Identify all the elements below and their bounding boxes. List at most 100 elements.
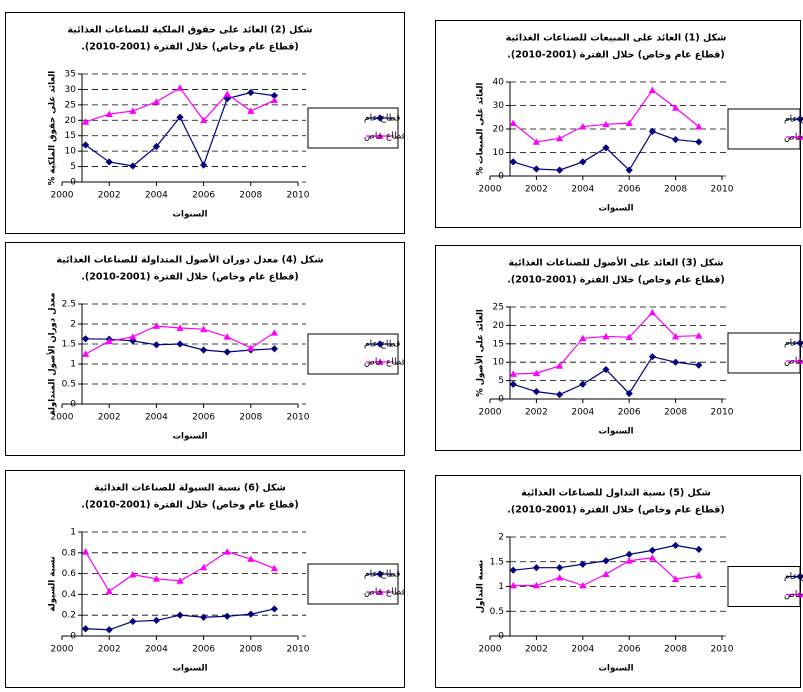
marker xyxy=(625,557,633,564)
x-tick-label: 2004 xyxy=(571,185,594,195)
legend-label: قطاع خاص xyxy=(364,588,406,598)
marker xyxy=(532,581,540,589)
marker xyxy=(223,612,231,620)
legend-label: قطاع خاص xyxy=(784,133,803,143)
x-tick-label: 2002 xyxy=(525,645,548,655)
marker xyxy=(270,96,278,104)
x-tick-label: 2004 xyxy=(145,413,168,423)
x-tick-label: 2002 xyxy=(525,185,548,195)
legend-label: قطاع خاص xyxy=(364,132,406,142)
x-tick-label: 2006 xyxy=(618,645,641,655)
marker xyxy=(200,161,208,169)
x-tick-label: 2008 xyxy=(239,645,262,655)
marker xyxy=(152,575,160,582)
marker xyxy=(648,554,656,561)
marker xyxy=(247,344,255,351)
marker xyxy=(247,555,255,562)
x-tick-label: 2006 xyxy=(192,191,215,201)
y-tick-label: 1 xyxy=(70,360,76,370)
chart-title: شكل (2) العائد على حقوق الملكية للصناعات… xyxy=(68,25,313,36)
x-axis-label: السنوات xyxy=(598,204,633,214)
marker xyxy=(625,550,633,558)
marker xyxy=(532,165,540,173)
x-tick-label: 2010 xyxy=(287,191,310,201)
marker xyxy=(625,166,633,174)
chart: شكل (1) العائد على المبيعات للصناعات الغ… xyxy=(435,20,803,228)
marker xyxy=(223,548,231,555)
marker xyxy=(579,334,587,342)
x-tick-label: 2004 xyxy=(571,645,594,655)
marker xyxy=(648,127,656,135)
marker xyxy=(579,560,587,568)
marker xyxy=(625,389,633,398)
marker xyxy=(247,610,255,618)
marker xyxy=(376,132,384,139)
x-axis-label: السنوات xyxy=(598,427,633,437)
x-tick-label: 2008 xyxy=(664,408,687,418)
marker xyxy=(105,587,113,595)
marker xyxy=(376,588,384,595)
y-tick-label: 0.4 xyxy=(62,590,77,600)
marker xyxy=(509,566,517,574)
y-tick-label: 5 xyxy=(498,376,504,386)
marker xyxy=(247,88,255,97)
marker xyxy=(695,361,703,369)
marker xyxy=(509,158,517,166)
marker xyxy=(509,119,517,127)
y-axis-label: العائد على الأصول % xyxy=(475,309,486,397)
x-tick-label: 2002 xyxy=(525,408,548,418)
marker xyxy=(176,113,184,121)
marker xyxy=(672,135,680,144)
marker xyxy=(672,575,680,582)
marker xyxy=(532,369,540,377)
legend-label: قطاع خاص xyxy=(784,590,803,600)
marker xyxy=(602,570,610,578)
chart-subtitle: (قطاع عام وخاص) خلال الفترة (2001-2010). xyxy=(507,505,724,516)
marker xyxy=(200,346,208,354)
marker xyxy=(579,380,587,388)
marker xyxy=(556,134,564,142)
marker xyxy=(376,358,384,365)
marker xyxy=(648,353,656,361)
chart-subtitle: (قطاع عام وخاص) خلال الفترة (2001-2010). xyxy=(81,272,298,283)
x-tick-label: 2002 xyxy=(98,413,121,423)
marker xyxy=(509,581,517,589)
y-axis-label: نسبة التداول xyxy=(476,560,486,613)
marker xyxy=(648,308,656,316)
marker xyxy=(105,337,113,345)
marker xyxy=(176,340,184,348)
y-tick-label: 40 xyxy=(493,78,505,88)
marker xyxy=(796,115,803,123)
marker xyxy=(602,120,610,128)
y-tick-label: 0.5 xyxy=(490,607,504,617)
marker xyxy=(82,625,90,633)
y-tick-label: 15 xyxy=(493,339,504,349)
marker xyxy=(556,573,564,581)
chart-title: شكل (4) معدل دوران الأصول المتداولة للصن… xyxy=(56,254,323,266)
y-tick-label: 0.2 xyxy=(62,611,76,621)
marker xyxy=(556,564,564,572)
marker xyxy=(223,348,231,356)
marker xyxy=(200,613,208,621)
y-tick-label: 2.5 xyxy=(62,300,76,310)
y-tick-label: 20 xyxy=(493,125,505,135)
legend-frame xyxy=(307,107,399,149)
marker xyxy=(152,616,160,624)
legend-label: قطاع عام xyxy=(364,570,400,580)
y-tick-label: 0.5 xyxy=(62,380,76,390)
x-tick-label: 2002 xyxy=(98,645,121,655)
x-tick-label: 2006 xyxy=(618,185,641,195)
marker xyxy=(602,332,610,340)
x-tick-label: 2006 xyxy=(192,413,215,423)
marker xyxy=(509,370,517,377)
y-axis-label: العائد على المبيعات % xyxy=(476,83,486,176)
y-tick-label: 2 xyxy=(498,533,504,543)
x-tick-label: 2004 xyxy=(571,408,594,418)
marker xyxy=(223,90,231,97)
marker xyxy=(247,107,255,114)
y-tick-label: 1 xyxy=(498,582,504,592)
marker xyxy=(672,358,680,366)
marker xyxy=(796,133,803,140)
marker xyxy=(270,564,278,572)
marker xyxy=(648,546,656,554)
